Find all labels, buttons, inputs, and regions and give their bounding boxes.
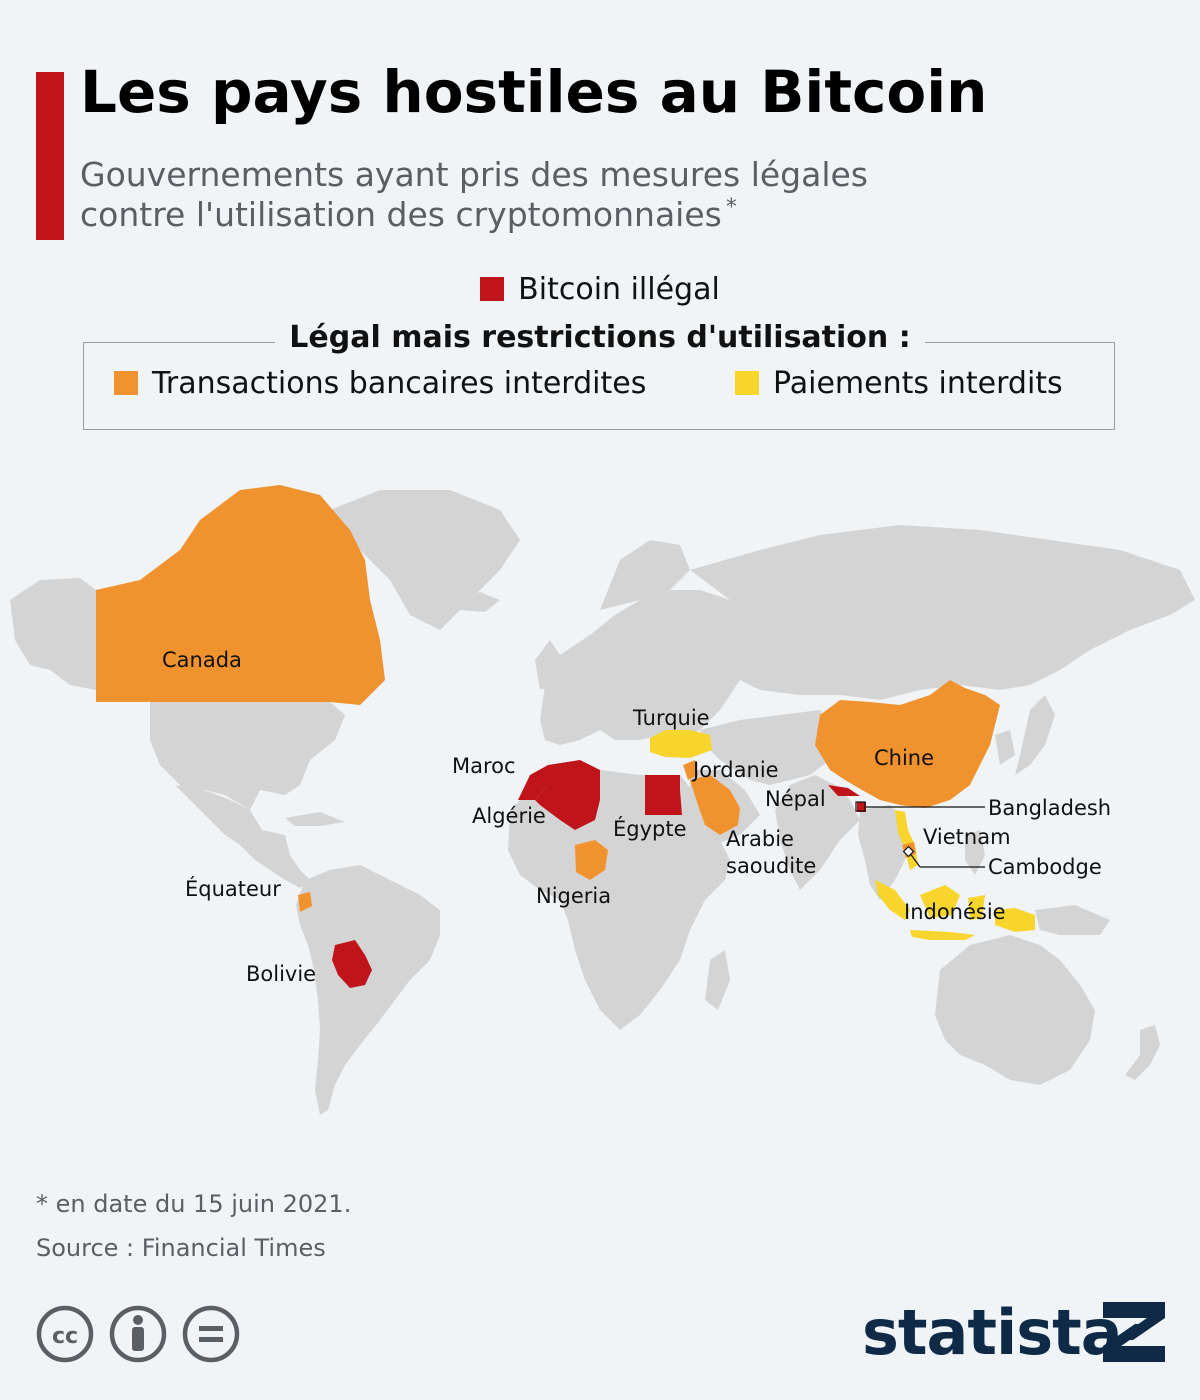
country-arabie <box>690 775 740 835</box>
land-alaska <box>10 578 96 690</box>
land-india <box>775 775 860 890</box>
world-map: Canada Turquie Maroc Algérie Égypte Jord… <box>10 485 1195 1115</box>
label-indonesie: Indonésie <box>904 900 1006 924</box>
subtitle: Gouvernements ayant pris des mesures lég… <box>80 155 1080 236</box>
footnote: * en date du 15 juin 2021. <box>36 1190 352 1218</box>
subtitle-line-1: Gouvernements ayant pris des mesures lég… <box>80 155 869 194</box>
country-nigeria <box>575 840 608 880</box>
label-bolivie: Bolivie <box>246 962 316 986</box>
label-nepal: Népal <box>765 787 826 811</box>
land-usa <box>150 702 345 810</box>
legend-swatch-illegal <box>480 277 505 301</box>
land-base <box>10 490 1195 1115</box>
land-scandinavia <box>600 540 690 610</box>
land-philippines <box>965 830 985 875</box>
bangladesh-marker <box>855 801 866 812</box>
nd-icon <box>182 1305 240 1363</box>
country-turquie <box>650 730 712 758</box>
label-turquie: Turquie <box>632 706 710 730</box>
land-europe <box>540 590 740 745</box>
statista-logo-icon <box>1103 1302 1165 1362</box>
page-title: Les pays hostiles au Bitcoin <box>80 58 988 126</box>
country-jordanie <box>683 760 698 780</box>
country-equateur <box>298 892 312 912</box>
legend-swatch-payment-ban <box>735 371 759 395</box>
source-note: Source : Financial Times <box>36 1234 326 1262</box>
label-maroc: Maroc <box>452 754 516 778</box>
legend-item-illegal: Bitcoin illégal <box>0 272 1200 307</box>
legend-restrictions-title: Légal mais restrictions d'utilisation : <box>0 320 1200 355</box>
country-maroc <box>518 765 548 800</box>
cambodge-marker <box>902 845 915 858</box>
legend-item-payment-ban: Paiements interdits <box>735 366 1063 401</box>
label-arabie-2: saoudite <box>726 854 816 878</box>
land-mexico <box>175 785 310 888</box>
subtitle-line-2: contre l'utilisation des cryptomonnaies <box>80 195 722 235</box>
land-iceland <box>455 592 500 612</box>
country-bolivie <box>332 940 372 988</box>
cc-icon: cc <box>36 1305 94 1363</box>
label-egypte: Égypte <box>613 816 687 841</box>
statista-wordmark: statista <box>862 1296 1123 1369</box>
country-egypte <box>645 775 682 815</box>
country-canada <box>96 485 385 705</box>
by-icon <box>109 1305 167 1363</box>
land-japan <box>1015 695 1055 775</box>
land-cuba <box>285 812 345 826</box>
land-se-asia <box>858 805 910 900</box>
label-cambodge: Cambodge <box>988 855 1102 879</box>
title-accent-bar <box>36 72 64 240</box>
land-papua <box>1035 905 1110 935</box>
country-chine <box>815 680 1000 808</box>
label-chine: Chine <box>874 746 934 770</box>
legend-item-bank-ban: Transactions bancaires interdites <box>114 366 646 401</box>
legend-label-payment-ban: Paiements interdits <box>773 366 1063 401</box>
land-russia <box>690 525 1195 700</box>
land-new-zealand <box>1125 1025 1160 1080</box>
land-south-america <box>296 865 440 1115</box>
label-nigeria: Nigeria <box>536 884 611 908</box>
land-africa <box>508 770 730 1030</box>
label-jordanie: Jordanie <box>691 758 779 782</box>
country-indonesie <box>875 880 1035 940</box>
legend-swatch-bank-ban <box>114 371 138 395</box>
label-equateur: Équateur <box>185 876 281 901</box>
country-bangladesh <box>857 802 866 812</box>
label-vietnam: Vietnam <box>923 825 1011 849</box>
land-uk <box>535 640 560 690</box>
land-korea <box>995 730 1015 765</box>
land-madagascar <box>705 950 730 1010</box>
label-bangladesh: Bangladesh <box>988 796 1111 820</box>
legend-label-bank-ban: Transactions bancaires interdites <box>152 366 647 401</box>
legend-label-illegal: Bitcoin illégal <box>518 272 720 307</box>
label-arabie-1: Arabie <box>726 827 794 851</box>
land-central-asia <box>700 710 840 785</box>
country-algerie <box>535 760 600 830</box>
label-canada: Canada <box>162 648 242 672</box>
label-algerie: Algérie <box>472 804 546 828</box>
subtitle-footnote-mark: * <box>725 195 737 221</box>
land-australia <box>935 935 1095 1085</box>
license-icons: cc <box>36 1305 240 1363</box>
svg-text:cc: cc <box>52 1324 78 1349</box>
country-nepal <box>828 785 860 796</box>
